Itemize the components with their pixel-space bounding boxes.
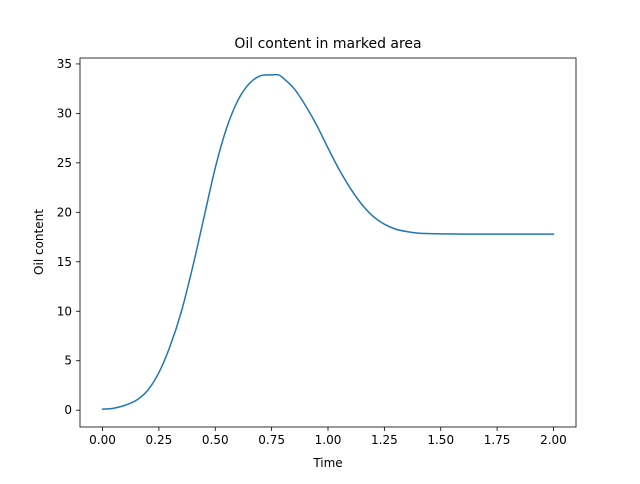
y-tick-label: 5 [64, 354, 72, 368]
series-line [101, 73, 555, 411]
x-axis-label: Time [312, 456, 342, 470]
x-tick-label: 0.50 [202, 433, 229, 447]
x-tick-label: 1.75 [484, 433, 511, 447]
chart-title: Oil content in marked area [234, 36, 421, 52]
y-tick-label: 0 [64, 403, 72, 417]
y-tick-label: 20 [57, 205, 72, 219]
x-axis-ticks: 0.00 0.25 0.50 0.75 1.00 1.25 1.50 1.75 2.00 [89, 427, 567, 447]
y-axis-label: Oil content [32, 209, 46, 275]
y-tick-label: 30 [57, 106, 72, 120]
x-tick-label: 2.00 [540, 433, 567, 447]
y-tick-label: 10 [57, 304, 72, 318]
y-axis-ticks: 0 5 10 15 20 25 30 35 [57, 57, 80, 417]
x-tick-label: 0.00 [89, 433, 116, 447]
series-layer [101, 73, 555, 411]
x-tick-label: 0.25 [146, 433, 173, 447]
y-tick-label: 35 [57, 57, 72, 71]
x-tick-label: 0.75 [258, 433, 285, 447]
x-tick-label: 1.50 [427, 433, 454, 447]
x-tick-label: 1.25 [371, 433, 398, 447]
plot-frame [79, 57, 577, 428]
y-tick-label: 25 [57, 156, 72, 170]
x-tick-label: 1.00 [315, 433, 342, 447]
y-tick-label: 15 [57, 255, 72, 269]
